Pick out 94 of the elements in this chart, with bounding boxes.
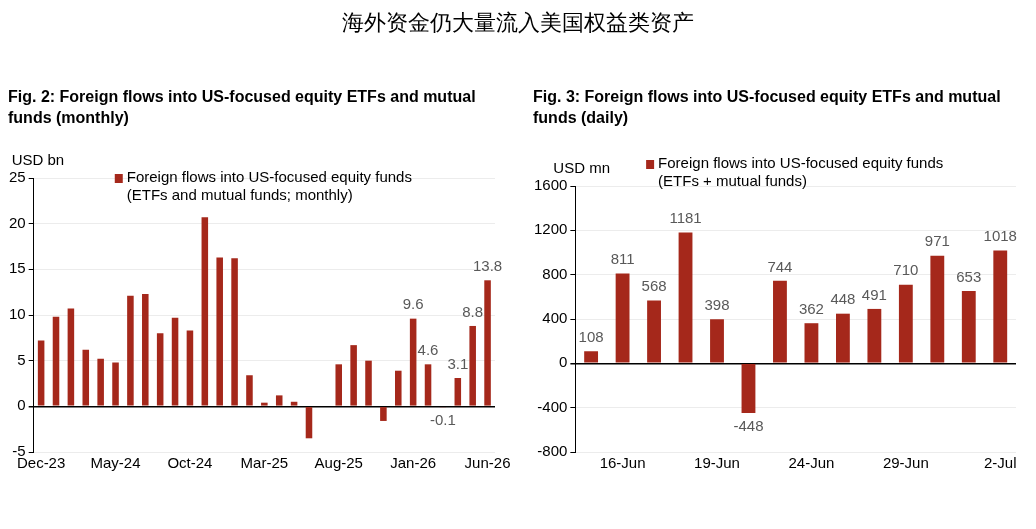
bar (275, 395, 283, 406)
x-tick-label: Jan-26 (390, 454, 437, 472)
bar (171, 317, 179, 406)
y-tick-label: 20 (9, 213, 26, 231)
data-label: 398 (704, 295, 730, 313)
bar (424, 364, 432, 406)
y-tick-label: 0 (559, 353, 568, 371)
chart-title: Fig. 2: Foreign flows into US-focused equity ETFs and mutual funds (monthly) (8, 87, 477, 128)
bar (156, 333, 164, 406)
bar (741, 364, 756, 413)
bar (37, 340, 45, 406)
x-tick-label: 19-Jun (694, 454, 740, 472)
data-label: -0.1 (429, 410, 456, 428)
text: 海外资金仍大量流入美国权益类资产 (341, 9, 695, 37)
chart-title: Fig. 3: Foreign flows into US-focused equity ETFs and mutual funds (daily) (533, 87, 1002, 128)
x-tick-label: May-24 (90, 454, 141, 472)
legend-label: Foreign flows into US-focused equity funds (ETFs and mutual funds; monthly) (126, 167, 412, 203)
y-tick-label: -800 (537, 442, 568, 460)
bar (584, 351, 599, 363)
data-label: 811 (610, 250, 635, 268)
bar (82, 349, 90, 406)
bar (67, 308, 75, 406)
data-label: 108 (578, 328, 604, 345)
bar (804, 323, 819, 363)
bar (201, 217, 209, 406)
bar (290, 401, 298, 406)
y-tick-label: -400 (537, 397, 568, 415)
bar (97, 358, 104, 406)
y-axis-title: USD mn (553, 158, 611, 176)
data-label: 1018 (983, 227, 1017, 245)
x-tick-label: Oct-24 (167, 454, 213, 472)
data-label: 653 (956, 267, 982, 285)
x-tick-label: 29-Jun (882, 454, 929, 472)
bar (409, 318, 417, 406)
bar (678, 232, 693, 363)
bar (246, 375, 253, 406)
bar (380, 407, 387, 421)
bar (365, 360, 372, 406)
bar (127, 295, 134, 406)
data-label: 362 (798, 299, 824, 317)
bar (835, 313, 850, 363)
bar (615, 273, 630, 363)
y-tick-label: 5 (17, 350, 26, 368)
bar (961, 290, 976, 363)
bar (484, 280, 491, 406)
bar (710, 319, 724, 363)
data-label: 710 (893, 261, 919, 279)
data-label: 8.8 (462, 302, 484, 320)
data-label: 9.6 (402, 295, 424, 313)
bar (261, 402, 268, 406)
data-label: 13.8 (472, 256, 503, 274)
y-axis-title: USD bn (11, 150, 65, 168)
bar (647, 300, 661, 363)
data-label: 4.6 (417, 340, 439, 358)
bar (395, 370, 402, 406)
y-tick-label: 15 (9, 259, 26, 277)
x-tick-label: 2-Jul (984, 454, 1017, 472)
bar (469, 325, 476, 406)
data-label: 448 (830, 290, 856, 308)
bar (993, 250, 1008, 363)
y-tick-label: 25 (9, 168, 26, 186)
bar (305, 407, 313, 439)
bar (350, 345, 357, 406)
bar (216, 257, 223, 406)
y-tick-label: 1200 (533, 220, 568, 238)
y-tick-label: 1600 (533, 176, 568, 194)
bar (930, 255, 945, 363)
bar (898, 284, 913, 363)
x-tick-label: 24-Jun (788, 454, 835, 472)
x-tick-label: Mar-25 (240, 454, 289, 472)
data-label: 491 (861, 285, 887, 303)
data-label: 568 (641, 277, 667, 295)
bar (454, 378, 462, 406)
legend-label: Foreign flows into US-focused equity funds (ETFs + mutual funds) (658, 153, 944, 189)
bar (186, 330, 194, 406)
bar (335, 364, 343, 406)
data-label: 971 (924, 232, 950, 250)
y-tick-label: 800 (542, 264, 568, 282)
bar (112, 362, 119, 406)
data-label: -448 (733, 416, 764, 434)
data-label: 744 (767, 257, 793, 275)
bar (142, 293, 149, 406)
data-label: 1181 (669, 209, 702, 227)
y-tick-label: 0 (17, 396, 26, 414)
x-tick-label: Aug-25 (314, 454, 363, 472)
bar (867, 308, 882, 363)
x-tick-label: Jun-26 (464, 454, 511, 472)
x-tick-label: 16-Jun (599, 454, 646, 472)
bar (52, 316, 60, 406)
y-tick-label: 400 (542, 309, 568, 327)
data-label: 3.1 (447, 354, 469, 372)
bar (231, 258, 238, 406)
y-tick-label: 10 (9, 305, 26, 323)
bar (773, 280, 787, 363)
